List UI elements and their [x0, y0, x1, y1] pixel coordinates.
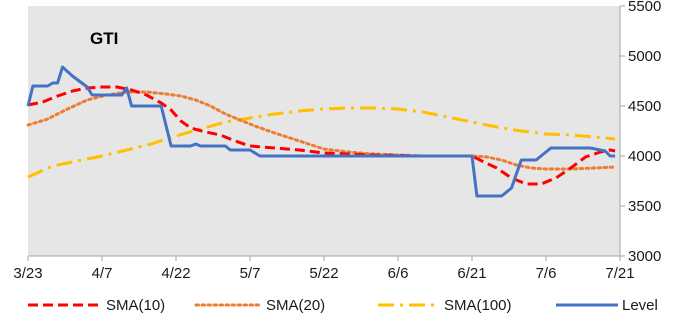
y-tick-label: 5000 — [628, 48, 661, 65]
x-tick-label: 6/21 — [457, 265, 486, 282]
x-tick-label: 5/7 — [240, 265, 261, 282]
legend-item-sma-10: SMA(10) — [28, 297, 165, 314]
x-tick-label: 4/22 — [161, 265, 190, 282]
y-tick-label: 4500 — [628, 98, 661, 115]
y-tick-label: 4000 — [628, 148, 661, 165]
series-line-level — [26, 65, 616, 198]
x-axis: 3/23 4/7 4/22 5/7 5/22 6/6 6/21 7/6 7/21 — [13, 256, 635, 282]
y-tick-label: 5500 — [628, 0, 661, 15]
y-axis: 3000 3500 4000 4500 5000 5500 — [620, 0, 661, 265]
series-line-sma-20 — [26, 90, 617, 171]
legend-item-sma-20: SMA(20) — [194, 297, 325, 314]
chart-title: GTI — [90, 29, 118, 48]
x-tick-label: 7/21 — [605, 265, 634, 282]
x-tick-label: 7/6 — [536, 265, 557, 282]
legend-item-sma-100: SMA(100) — [378, 297, 512, 314]
x-tick-label: 3/23 — [13, 265, 42, 282]
legend-label: SMA(10) — [106, 297, 165, 314]
x-tick-label: 6/6 — [388, 265, 409, 282]
x-tick-label: 4/7 — [92, 265, 113, 282]
legend-label: SMA(20) — [266, 297, 325, 314]
x-tick-label: 5/22 — [309, 265, 338, 282]
legend-label: SMA(100) — [444, 297, 512, 314]
series-layer — [26, 65, 617, 198]
series-line-sma-100 — [27, 106, 616, 179]
y-tick-label: 3000 — [628, 248, 661, 265]
y-tick-label: 3500 — [628, 198, 661, 215]
series-line-sma-10 — [27, 85, 616, 186]
legend: SMA(10) SMA(20) SMA(100) Level — [28, 297, 658, 314]
legend-item-level: Level — [556, 297, 658, 314]
legend-label: Level — [622, 297, 658, 314]
